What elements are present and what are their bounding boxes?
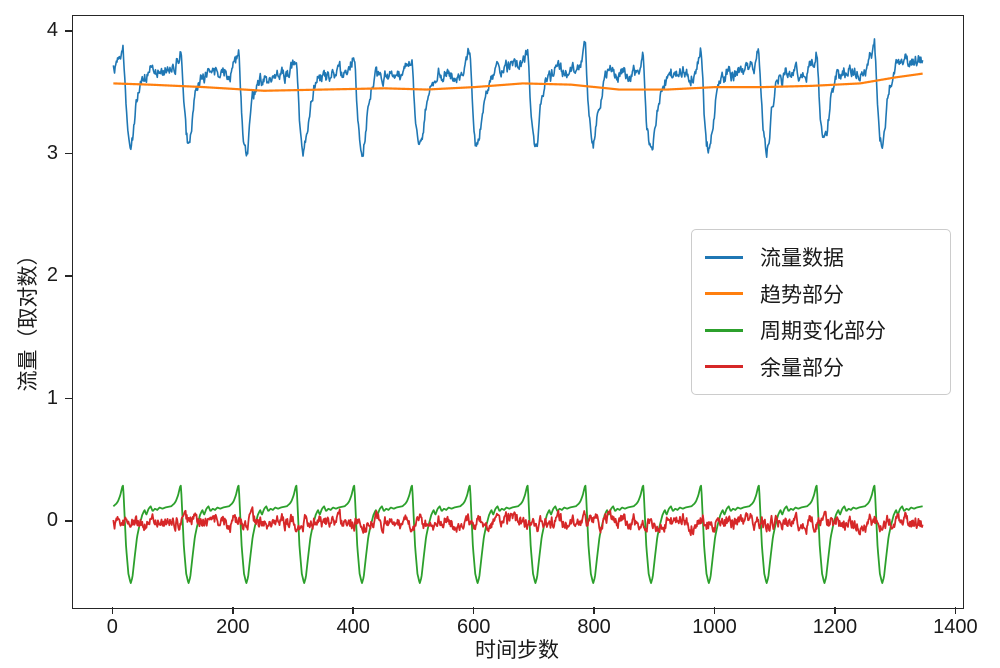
y-tick-mark [65, 520, 72, 522]
x-tick-label: 200 [216, 616, 250, 638]
x-tick-label: 800 [577, 616, 611, 638]
y-tick-label: 3 [46, 141, 58, 164]
legend-item: 余量部分 [705, 349, 940, 386]
legend-label: 趋势部分 [760, 283, 844, 307]
x-axis-title: 时间步数 [475, 639, 559, 662]
x-tick-label: 1200 [812, 616, 858, 638]
x-tick-mark [232, 607, 234, 614]
legend-label: 周期变化部分 [760, 320, 886, 344]
legend-line-swatch [705, 365, 743, 369]
legend-item: 周期变化部分 [705, 312, 940, 349]
plot-area: 流量数据 趋势部分 周期变化部分 余量部分 [72, 15, 964, 609]
x-tick-mark [472, 607, 475, 614]
legend: 流量数据 趋势部分 周期变化部分 余量部分 [691, 229, 951, 395]
series-line-residual [112, 506, 924, 537]
x-tick-mark [834, 607, 836, 614]
y-tick-label: 4 [46, 18, 58, 41]
legend-line-swatch [705, 255, 743, 259]
y-tick-mark [65, 152, 72, 155]
x-tick-label: 400 [336, 616, 370, 638]
x-tick-mark [593, 607, 595, 614]
legend-label: 流量数据 [760, 247, 844, 271]
series-line-seasonal [112, 484, 923, 584]
x-tick-mark [954, 607, 957, 614]
chart-canvas [112, 38, 924, 584]
x-tick-label: 0 [106, 616, 118, 638]
y-tick-mark [65, 397, 72, 400]
x-tick-label: 1400 [933, 616, 978, 638]
series-line-trend [112, 72, 924, 92]
y-axis-title: 流量（取对数） [17, 244, 40, 392]
x-tick-label: 600 [456, 616, 491, 638]
x-tick-label: 1000 [692, 616, 737, 638]
legend-line-swatch [705, 328, 743, 332]
x-tick-mark [713, 607, 716, 614]
legend-item: 趋势部分 [705, 276, 940, 313]
y-tick-label: 0 [46, 509, 58, 532]
y-tick-label: 1 [46, 386, 58, 409]
series-line-flow [112, 38, 924, 159]
legend-label: 余量部分 [760, 356, 844, 380]
x-tick-mark [352, 607, 354, 614]
y-tick-label: 2 [46, 264, 58, 287]
legend-item: 流量数据 [705, 239, 940, 276]
x-tick-mark [111, 607, 114, 614]
y-tick-mark [65, 275, 72, 277]
legend-line-swatch [705, 292, 743, 296]
y-tick-mark [65, 30, 72, 32]
